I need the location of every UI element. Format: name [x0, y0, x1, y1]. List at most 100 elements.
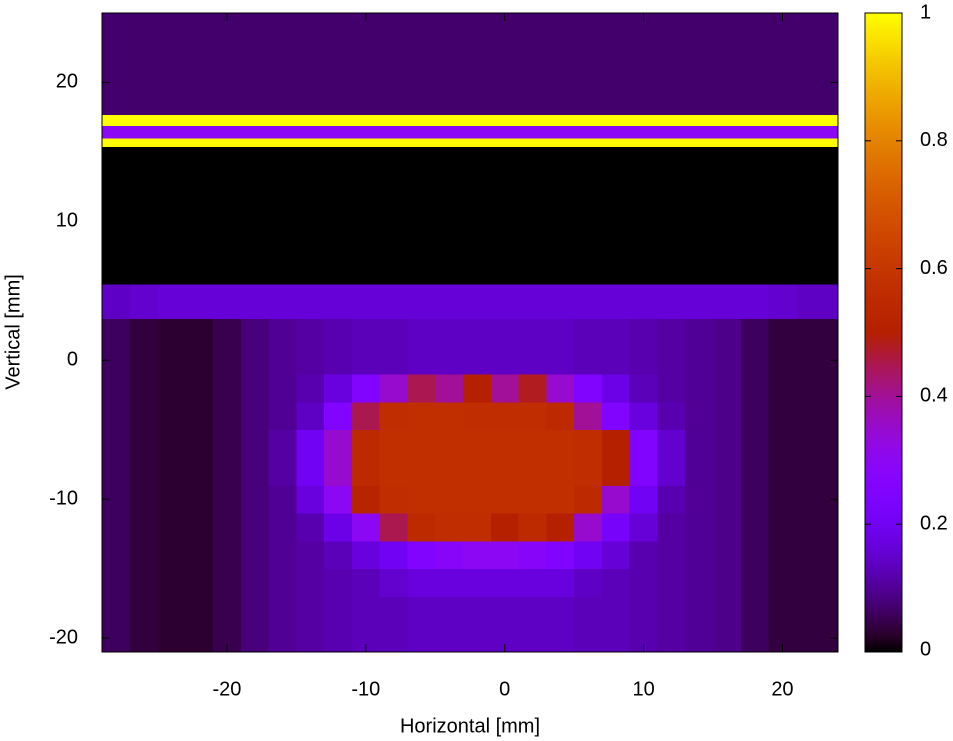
heatmap-cell — [601, 318, 631, 347]
heatmap-cell — [213, 596, 242, 625]
heatmap-cell — [657, 457, 686, 486]
heatmap-cell — [574, 318, 603, 347]
heatmap-cell — [740, 125, 770, 139]
heatmap-cell — [407, 146, 436, 285]
heatmap-cell — [546, 540, 575, 570]
heatmap-cell — [518, 138, 547, 147]
heatmap-cell — [240, 13, 270, 115]
heatmap-cell — [435, 624, 464, 653]
heatmap-cell — [407, 125, 436, 139]
heatmap-cell — [546, 374, 575, 403]
heatmap-cell — [768, 429, 797, 459]
heatmap-cell — [324, 624, 353, 653]
heatmap-cell — [324, 125, 353, 139]
heatmap-cell — [796, 125, 839, 139]
heatmap-cell — [240, 283, 270, 320]
heatmap-cell — [185, 401, 214, 431]
heatmap-cell — [740, 13, 770, 115]
heatmap-cell — [685, 283, 714, 320]
heatmap-cell — [629, 13, 658, 115]
heatmap-cell — [768, 374, 797, 403]
heatmap-cell — [240, 114, 270, 127]
heatmap-cell — [296, 318, 325, 347]
heatmap-cell — [379, 125, 409, 139]
heatmap-cell — [685, 318, 714, 347]
heatmap-cell — [324, 457, 353, 486]
heatmap-cell — [601, 457, 631, 486]
heatmap-cell — [129, 596, 159, 625]
heatmap-cell — [407, 485, 436, 514]
heatmap-cell — [657, 374, 686, 403]
heatmap-cell — [407, 13, 436, 115]
heatmap-cell — [129, 540, 159, 570]
heatmap-cell — [490, 485, 520, 514]
heatmap-cell — [490, 138, 520, 147]
heatmap-cell — [713, 283, 742, 320]
heatmap-cell — [185, 513, 214, 542]
heatmap-cell — [157, 318, 186, 347]
heatmap-cell — [713, 624, 742, 653]
heatmap-cell — [657, 125, 686, 139]
heatmap-cell — [324, 429, 353, 459]
heatmap-cell — [296, 138, 325, 147]
heatmap-cell — [463, 540, 492, 570]
heatmap-cell — [490, 318, 520, 347]
heatmap-cell — [435, 568, 464, 597]
heatmap-cell — [379, 596, 409, 625]
heatmap-cell — [518, 624, 547, 653]
heatmap-cell — [435, 346, 464, 375]
heatmap-cell — [157, 401, 186, 431]
heatmap-cell — [601, 485, 631, 514]
heatmap-cell — [157, 485, 186, 514]
heatmap-cell — [740, 457, 770, 486]
heatmap-cell — [740, 624, 770, 653]
heatmap-cell — [518, 513, 547, 542]
heatmap-cell — [518, 283, 547, 320]
heatmap-cell — [685, 114, 714, 127]
heatmap-cell — [490, 540, 520, 570]
heatmap-cell — [213, 346, 242, 375]
heatmap-cell — [157, 568, 186, 597]
heatmap-cell — [518, 540, 547, 570]
heatmap-cell — [213, 283, 242, 320]
heatmap-cell — [407, 318, 436, 347]
heatmap-cell — [796, 318, 839, 347]
heatmap-cell — [324, 138, 353, 147]
heatmap-cell — [268, 346, 297, 375]
heatmap-cell — [574, 125, 603, 139]
heatmap-cell — [324, 114, 353, 127]
heatmap-cell — [629, 596, 658, 625]
heatmap-cell — [185, 624, 214, 653]
heatmap-cell — [601, 568, 631, 597]
heatmap-cell — [768, 283, 797, 320]
heatmap-cell — [213, 114, 242, 127]
heatmap-cell — [129, 485, 159, 514]
heatmap-cell — [490, 429, 520, 459]
heatmap-cell — [129, 146, 159, 285]
heatmap-cell — [713, 125, 742, 139]
heatmap-cell — [601, 114, 631, 127]
heatmap-cell — [629, 138, 658, 147]
heatmap-cell — [768, 146, 797, 285]
heatmap-cell — [351, 13, 381, 115]
x-axis-label: Horizontal [mm] — [400, 715, 540, 737]
heatmap-cell — [351, 125, 381, 139]
heatmap-cell — [518, 568, 547, 597]
heatmap-cell — [435, 429, 464, 459]
y-tick-label: -10 — [49, 487, 78, 509]
heatmap-cell — [240, 624, 270, 653]
heatmap-cell — [351, 457, 381, 486]
heatmap-cell — [102, 429, 131, 459]
heatmap-cell — [102, 13, 131, 115]
heatmap-cell — [407, 138, 436, 147]
heatmap-cell — [713, 374, 742, 403]
heatmap-cell — [407, 540, 436, 570]
heatmap-cell — [102, 401, 131, 431]
heatmap-cell — [157, 457, 186, 486]
heatmap-cell — [574, 485, 603, 514]
heatmap-cell — [768, 596, 797, 625]
heatmap-cell — [546, 596, 575, 625]
heatmap-cell — [185, 568, 214, 597]
heatmap-cell — [574, 138, 603, 147]
heatmap-cell — [796, 283, 839, 320]
